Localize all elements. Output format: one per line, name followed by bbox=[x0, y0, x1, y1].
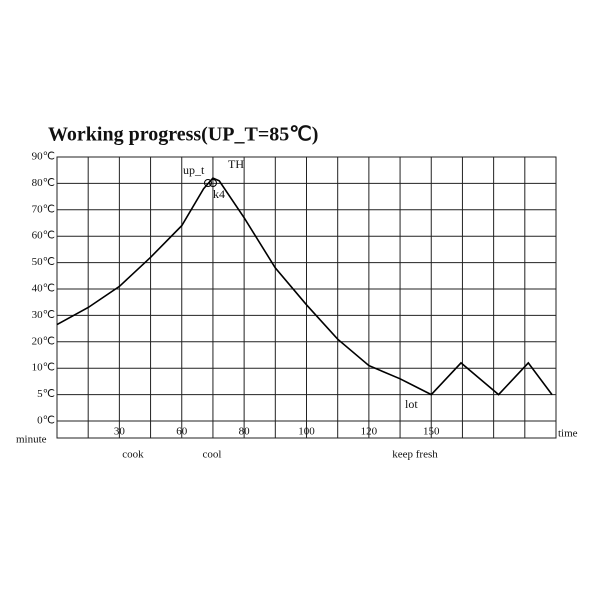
chart-title: Working progress(UP_T=85℃) bbox=[48, 124, 318, 146]
y-tick-label: 90℃ bbox=[32, 151, 55, 163]
x-unit-label: minute bbox=[16, 434, 47, 446]
y-tick-label: 30℃ bbox=[32, 309, 55, 321]
phase-label: keep fresh bbox=[392, 449, 438, 461]
marker bbox=[209, 179, 217, 187]
series-line bbox=[56, 177, 553, 396]
x-tick-label: 100 bbox=[298, 426, 315, 438]
y-tick-label: 0℃ bbox=[37, 415, 55, 427]
annotation: k4 bbox=[213, 187, 225, 201]
annotation: up_t bbox=[183, 163, 205, 177]
y-tick-label: 10℃ bbox=[32, 362, 55, 374]
annotation: lot bbox=[405, 397, 418, 411]
x-tick-label: 120 bbox=[361, 426, 378, 438]
y-tick-label: 20℃ bbox=[32, 335, 55, 347]
y-tick-label: 80℃ bbox=[32, 177, 55, 189]
annotation: TH bbox=[228, 157, 244, 171]
y-tick-label: 60℃ bbox=[32, 230, 55, 242]
x-tick-label: 150 bbox=[423, 426, 440, 438]
x-tick-label: 30 bbox=[114, 426, 126, 438]
y-tick-label: 40℃ bbox=[32, 283, 55, 295]
marker bbox=[204, 179, 212, 187]
y-tick-label: 5℃ bbox=[37, 388, 55, 400]
phase-label: cool bbox=[203, 449, 222, 461]
y-tick-label: 50℃ bbox=[32, 256, 55, 268]
x-axis-label: time bbox=[558, 428, 578, 440]
y-tick-label: 70℃ bbox=[32, 203, 55, 215]
phase-label: cook bbox=[122, 449, 144, 461]
x-tick-label: 60 bbox=[176, 426, 188, 438]
x-tick-label: 80 bbox=[239, 426, 251, 438]
